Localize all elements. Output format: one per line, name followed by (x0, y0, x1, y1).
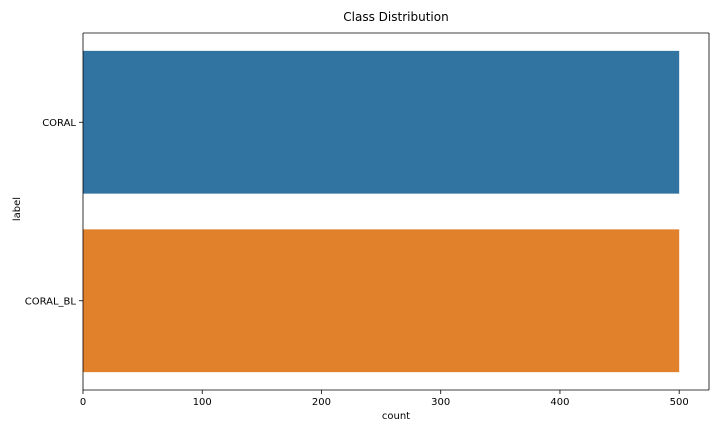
y-axis-ticks: CORAL CORAL_BL (25, 118, 83, 307)
x-tick-label: 300 (431, 397, 450, 408)
y-tick-label: CORAL_BL (25, 296, 77, 307)
x-tick-label: 500 (670, 397, 689, 408)
bar-coral (83, 50, 680, 194)
x-tick-label: 0 (80, 397, 86, 408)
plot-area (82, 32, 710, 391)
bar-coral-bl (83, 229, 680, 373)
x-axis-label: count (382, 411, 410, 422)
x-tick-label: 100 (193, 397, 212, 408)
x-axis-ticks: 0 100 200 300 400 500 (80, 390, 689, 408)
chart-title: Class Distribution (343, 10, 448, 24)
y-tick-label: CORAL (42, 118, 76, 129)
x-tick-label: 200 (312, 397, 331, 408)
x-tick-label: 400 (550, 397, 569, 408)
y-axis-label: label (12, 197, 23, 221)
